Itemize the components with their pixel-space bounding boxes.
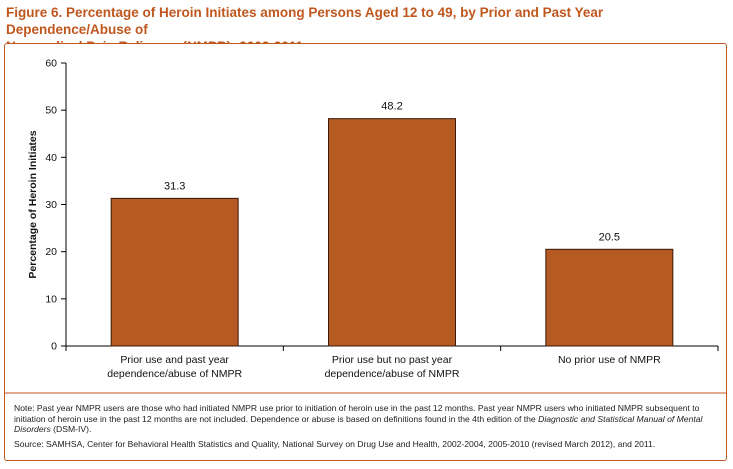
figure-notes: Note: Past year NMPR users are those who… xyxy=(14,403,719,449)
note-text-italic: Diagnostic and Statistical Manual of Men… xyxy=(14,413,703,435)
figure-title-line-1: Figure 6. Percentage of Heroin Initiates… xyxy=(6,5,604,37)
source-text: Source: SAMHSA, Center for Behavioral He… xyxy=(14,438,656,449)
y-tick-label: 60 xyxy=(45,58,57,70)
note-text: Note: Past year NMPR users are those who… xyxy=(14,403,719,435)
y-axis-title: Percentage of Heroin Initiates xyxy=(27,130,39,278)
x-category-label: dependence/abuse of NMPR xyxy=(107,368,242,380)
x-category-label: No prior use of NMPR xyxy=(558,354,661,366)
x-category-label: Prior use and past year xyxy=(120,354,229,366)
bar-value-label: 48.2 xyxy=(381,101,402,113)
y-tick-label: 30 xyxy=(45,199,57,211)
y-tick-label: 0 xyxy=(51,341,57,353)
y-tick-label: 20 xyxy=(45,246,57,258)
y-tick-label: 50 xyxy=(45,105,57,117)
y-tick-label: 40 xyxy=(45,152,57,164)
bar xyxy=(110,197,239,347)
note-text-end: (DSM-IV). xyxy=(50,424,92,435)
bar xyxy=(545,248,674,347)
x-category-label: Prior use but no past year xyxy=(332,354,453,366)
note-text-main: Note: Past year NMPR users are those who… xyxy=(14,403,700,424)
y-tick-label: 10 xyxy=(45,293,57,305)
bar-value-label: 31.3 xyxy=(164,180,185,192)
bar xyxy=(328,118,456,347)
bar-value-label: 20.5 xyxy=(599,231,620,243)
x-category-label: dependence/abuse of NMPR xyxy=(325,368,460,380)
